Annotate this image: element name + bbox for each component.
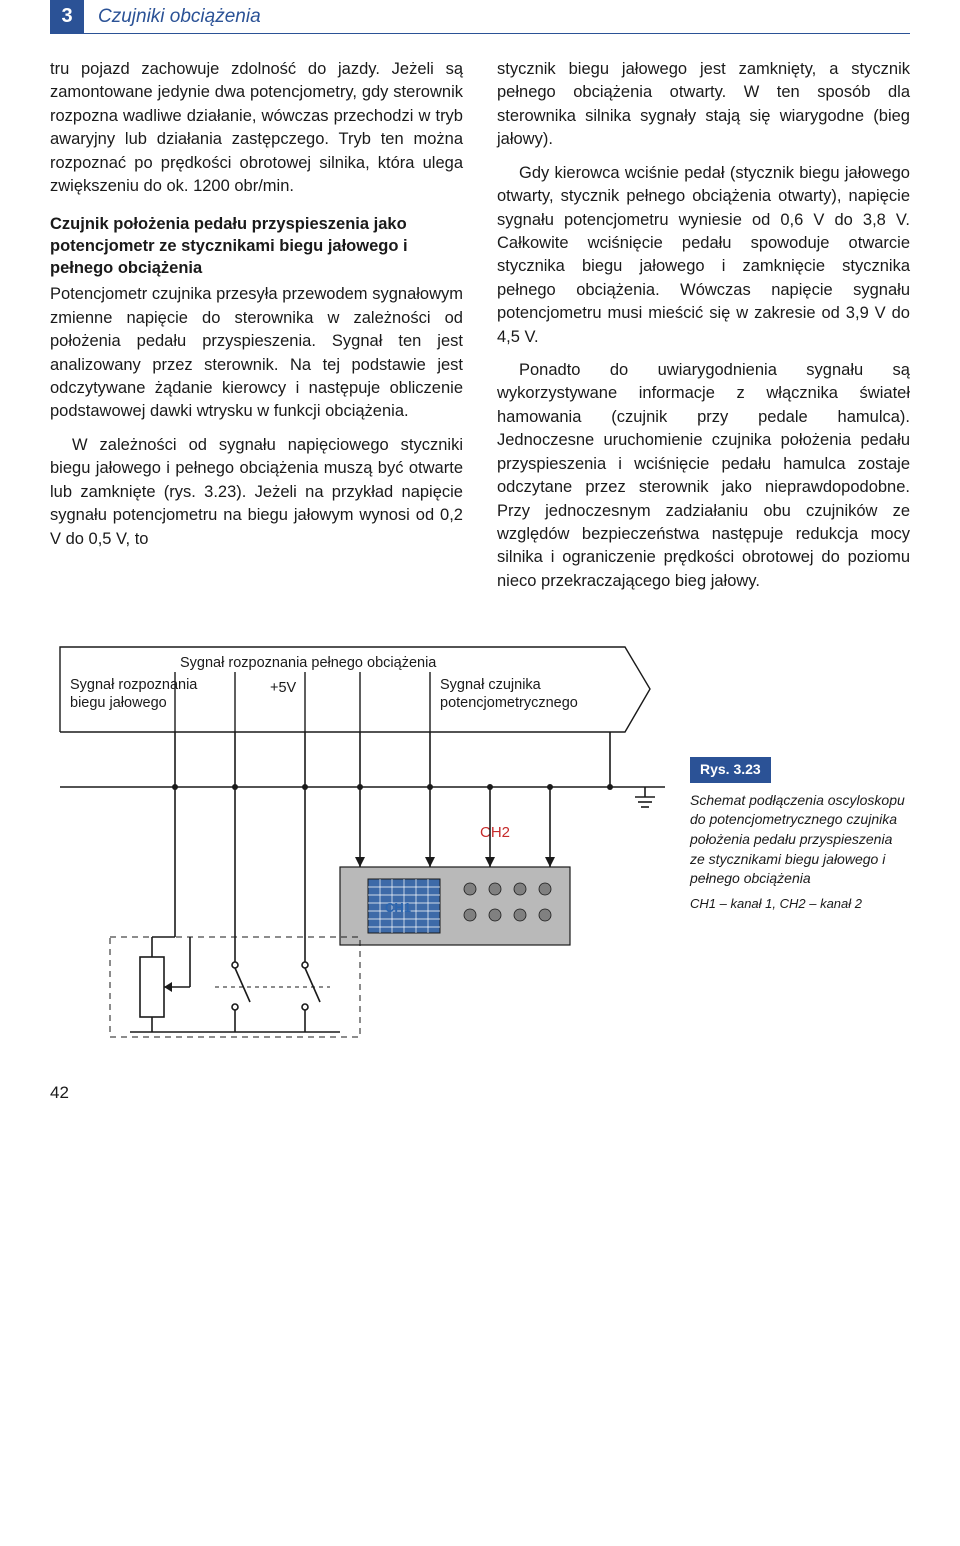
paragraph: Ponadto do uwiarygodnienia sygnału są wy… [497, 359, 910, 593]
column-left: tru pojazd zachowuje zdolność do jazdy. … [50, 58, 463, 603]
label-idle-1: Sygnał rozpoznania [70, 677, 198, 693]
label-full-load: Sygnał rozpoznania pełnego obciążenia [180, 655, 437, 671]
circuit-diagram: Sygnał rozpoznania pełnego obciążenia Sy… [50, 637, 670, 1057]
chapter-number: 3 [50, 0, 84, 34]
paragraph: stycznik biegu jałowego jest zamknięty, … [497, 58, 910, 152]
label-5v: +5V [270, 680, 297, 696]
figure-wrapper: Sygnał rozpoznania pełnego obciążenia Sy… [50, 637, 910, 1057]
label-pot-2: potencjometrycznego [440, 695, 578, 711]
chapter-header: 3 Czujniki obciążenia [50, 0, 910, 34]
ch1-label: CH1 [385, 900, 411, 915]
figure-description: Schemat podłączenia oscyloskopu do poten… [690, 791, 910, 889]
subheading: Czujnik położenia pedału przyspieszenia … [50, 213, 463, 280]
paragraph: Gdy kierowca wciśnie pedał (stycznik bie… [497, 162, 910, 349]
page-number: 42 [50, 1083, 910, 1103]
figure-key: CH1 – kanał 1, CH2 – kanał 2 [690, 895, 910, 913]
column-right: stycznik biegu jałowego jest zamknięty, … [497, 58, 910, 603]
ch2-label: CH2 [480, 824, 510, 841]
figure-label: Rys. 3.23 [690, 757, 771, 783]
chapter-title: Czujniki obciążenia [84, 6, 261, 28]
paragraph: tru pojazd zachowuje zdolność do jazdy. … [50, 58, 463, 199]
paragraph: W zależności od sygnału napięciowego sty… [50, 434, 463, 551]
label-idle-2: biegu jałowego [70, 695, 167, 711]
text-columns: tru pojazd zachowuje zdolność do jazdy. … [50, 58, 910, 603]
label-pot-1: Sygnał czujnika [440, 677, 542, 693]
figure-caption: Rys. 3.23 Schemat podłączenia oscyloskop… [690, 637, 910, 1057]
paragraph: Potencjometr czujnika przesyła przewodem… [50, 283, 463, 424]
